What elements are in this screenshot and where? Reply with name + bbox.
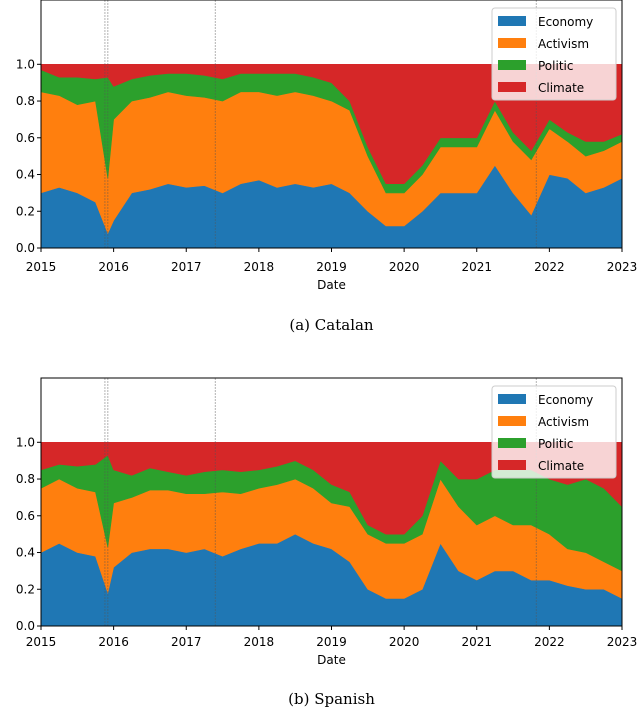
x-tick-label: 2017 — [171, 635, 202, 649]
legend: Economy Activism Politic Climate — [491, 7, 617, 101]
x-tick-label: 2022 — [534, 635, 565, 649]
y-tick-label: 0.6 — [16, 131, 35, 145]
legend-label-economy: Economy — [538, 15, 593, 29]
legend-label-economy: Economy — [538, 393, 593, 407]
x-tick-label: 2019 — [316, 260, 347, 274]
y-tick-label: 1.0 — [16, 435, 35, 449]
x-tick-label: 2023 — [607, 635, 638, 649]
x-tick-label: 2020 — [389, 635, 420, 649]
legend-swatch-activism — [498, 38, 526, 48]
legend-label-climate: Climate — [538, 81, 584, 95]
y-tick-label: 0.0 — [16, 241, 35, 255]
y-tick-label: 0.8 — [16, 94, 35, 108]
x-tick-label: 2022 — [534, 260, 565, 274]
legend-label-politic: Politic — [538, 437, 573, 451]
legend-swatch-politic — [498, 438, 526, 448]
x-tick-label: 2021 — [461, 635, 492, 649]
legend-box — [491, 7, 617, 101]
legend-box — [491, 385, 617, 479]
x-tick-label: 2016 — [98, 260, 129, 274]
panel-caption: (a) Catalan — [289, 316, 374, 334]
y-tick-label: 0.2 — [16, 204, 35, 218]
y-tick-label: 0.8 — [16, 472, 35, 486]
x-tick-label: 2018 — [244, 260, 275, 274]
legend-swatch-economy — [498, 16, 526, 26]
x-tick-label: 2018 — [244, 635, 275, 649]
legend-label-activism: Activism — [538, 415, 589, 429]
y-tick-label: 0.6 — [16, 509, 35, 523]
x-axis-label: Date — [317, 653, 346, 667]
legend-label-politic: Politic — [538, 59, 573, 73]
y-tick-label: 0.4 — [16, 546, 35, 560]
x-tick-label: 2020 — [389, 260, 420, 274]
panel-caption: (b) Spanish — [288, 690, 375, 708]
y-tick-label: 1.0 — [16, 57, 35, 71]
x-tick-label: 2016 — [98, 635, 129, 649]
legend-swatch-politic — [498, 60, 526, 70]
x-tick-label: 2017 — [171, 260, 202, 274]
y-tick-label: 0.2 — [16, 582, 35, 596]
legend: Economy Activism Politic Climate — [491, 385, 617, 479]
legend-label-activism: Activism — [538, 37, 589, 51]
panel-catalan: 0.0 0.2 0.4 0.6 0.8 1.0 2015 2016 2017 2018 2019 20… — [16, 0, 637, 334]
legend-label-climate: Climate — [538, 459, 584, 473]
x-tick-label: 2023 — [607, 260, 638, 274]
y-tick-label: 0.0 — [16, 619, 35, 633]
x-tick-label: 2015 — [26, 260, 57, 274]
legend-swatch-climate — [498, 460, 526, 470]
x-tick-label: 2021 — [461, 260, 492, 274]
x-axis-label: Date — [317, 278, 346, 292]
x-tick-label: 2015 — [26, 635, 57, 649]
legend-swatch-activism — [498, 416, 526, 426]
legend-swatch-climate — [498, 82, 526, 92]
x-tick-label: 2019 — [316, 635, 347, 649]
panel-spanish: 0.0 0.2 0.4 0.6 0.8 1.0 2015 2016 2017 2018 2019 20… — [16, 377, 638, 708]
y-tick-label: 0.4 — [16, 168, 35, 182]
legend-swatch-economy — [498, 394, 526, 404]
